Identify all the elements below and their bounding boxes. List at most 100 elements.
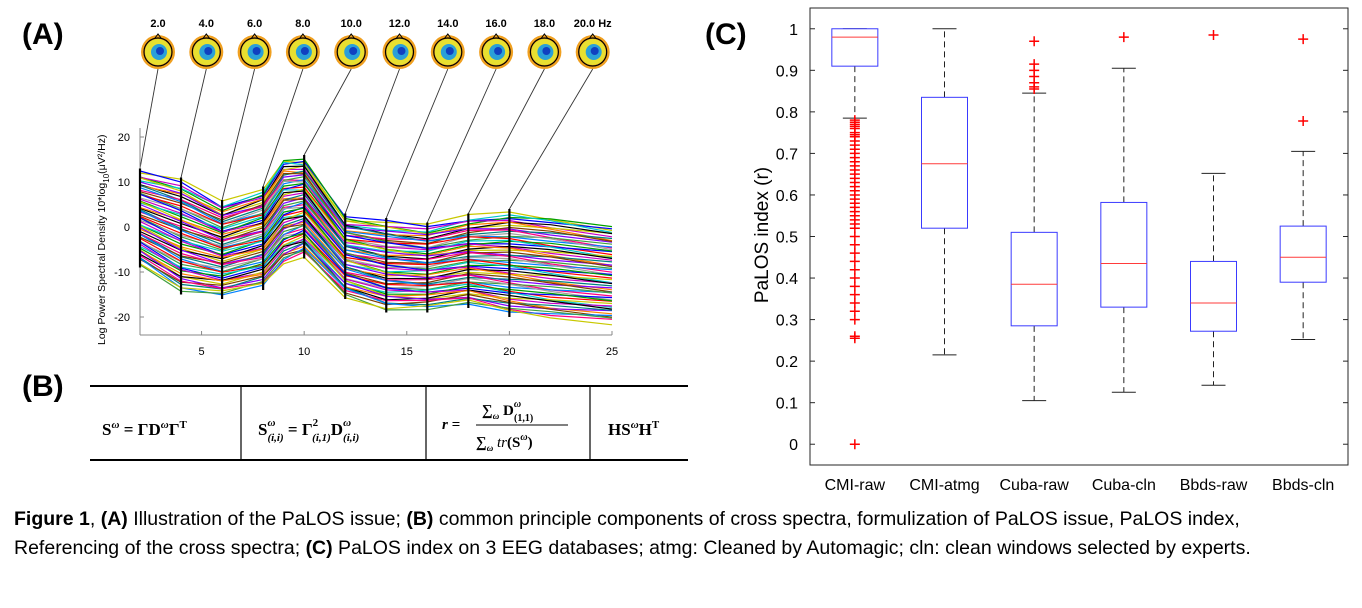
- iqr-box: [1190, 260, 1237, 332]
- head-outline: [143, 37, 173, 67]
- head-outline: [433, 37, 463, 67]
- nose-marker: [492, 33, 500, 39]
- y-axis-label: Log Power Spectral Density 10*log10(μV²/…: [96, 135, 111, 345]
- x-tick-label: 20: [503, 346, 515, 358]
- frequency-label: 10.0: [340, 18, 361, 30]
- topomap-core: [252, 47, 261, 55]
- outlier-marker: [1029, 36, 1040, 47]
- connector-line: [180, 68, 207, 178]
- x-tick-label: 10: [298, 346, 310, 358]
- category-label: Cuba-raw: [999, 477, 1069, 494]
- head-outline: [481, 37, 511, 67]
- iqr-box: [1100, 201, 1148, 308]
- caption-figure-number: Figure 1: [14, 508, 90, 530]
- topomap-core: [494, 47, 503, 55]
- equation-referencing: HSωHT: [608, 419, 660, 439]
- y-tick-label: 0.1: [776, 396, 798, 413]
- head-outline: [578, 37, 608, 67]
- head-outline: [288, 37, 318, 67]
- y-tick-label: -20: [114, 312, 130, 324]
- box-Cuba-cln: [1100, 32, 1148, 393]
- caption-a-label: (A): [100, 508, 128, 530]
- frequency-label: 18.0: [534, 18, 555, 30]
- panel-c-label: (C): [705, 18, 747, 51]
- head-outline: [191, 37, 221, 67]
- caption-a-text: Illustration of the PaLOS issue;: [127, 508, 407, 530]
- caption-b-label: (B): [406, 508, 434, 530]
- category-label: Bbds-cln: [1272, 477, 1334, 494]
- nose-marker: [299, 33, 307, 39]
- frequency-label: 16.0: [485, 18, 506, 30]
- box-Bbds-raw: [1190, 30, 1237, 386]
- y-tick-label: 0.8: [776, 105, 798, 122]
- topomap-8: 16.0: [479, 18, 514, 69]
- topomap-7: 14.0: [430, 18, 465, 69]
- y-tick-label: 10: [118, 177, 130, 189]
- connector-line: [385, 68, 449, 219]
- x-tick-label: 25: [606, 346, 618, 358]
- box-Cuba-raw: [1010, 36, 1058, 402]
- svg-text:Sω = ΓDωΓT: Sω = ΓDωΓT: [102, 419, 188, 439]
- equation-cross-spectra: Sω = ΓDωΓT: [102, 419, 188, 439]
- topomap-core: [590, 47, 599, 55]
- frequency-label: 2.0: [150, 18, 165, 30]
- iqr-box: [1279, 225, 1327, 283]
- panel-c-boxplot: 0 0.1 0.2 0.3 0.4 0.5 0.6 0.7 0.8 0.9 1 CMI-raw CMI-…: [752, 7, 1349, 494]
- equation-palos-index: r = ∑ω Dω (1,1) ∑ω tr(Sω): [442, 399, 568, 453]
- x-tick-label: 5: [199, 346, 205, 358]
- category-label: CMI-atmg: [909, 477, 979, 494]
- panel-a-label: (A): [22, 18, 64, 51]
- frequency-label: 20.0 Hz: [574, 18, 612, 30]
- svg-text:HSωHT: HSωHT: [608, 419, 660, 439]
- topomap-core: [204, 47, 213, 55]
- topomap-9: 18.0: [527, 18, 562, 69]
- caption-b-text: common principle components of cross spe…: [14, 508, 1240, 559]
- topomap-1: 2.0: [141, 18, 175, 69]
- nose-marker: [589, 33, 597, 39]
- y-tick-label: 0.5: [776, 230, 798, 247]
- topomap-3: 6.0: [237, 18, 272, 69]
- topomap-10: 20.0 Hz: [574, 18, 612, 69]
- outlier-marker: [1298, 116, 1309, 127]
- frequency-label: 14.0: [437, 18, 458, 30]
- nose-marker: [347, 33, 355, 39]
- outlier-marker: [849, 439, 860, 450]
- figure-caption: Figure 1, (A) Illustration of the PaLOS …: [14, 508, 1251, 559]
- iqr-box: [831, 28, 879, 67]
- panel-b-label: (B): [22, 370, 64, 403]
- category-label: CMI-raw: [825, 477, 886, 494]
- topomap-core: [156, 47, 164, 55]
- outlier-marker: [849, 333, 860, 344]
- y-tick-label: 0: [789, 437, 798, 454]
- y-tick-label: 0.4: [776, 271, 798, 288]
- topomap-core: [349, 47, 358, 55]
- svg-text:r =: r =: [442, 417, 460, 433]
- connector-line: [303, 68, 352, 156]
- outlier-marker: [849, 314, 860, 325]
- connector-line: [221, 68, 256, 201]
- frequency-label: 4.0: [199, 18, 214, 30]
- equation-diagonal: Sω (i,i) = Γ2 (i,1)Dω (i,i): [258, 417, 359, 444]
- outlier-marker: [1298, 34, 1309, 45]
- svg-text:Sω(i,i) = Γ2(i,1)Dω(i,i): Sω (i,i) = Γ2 (i,1)Dω (i,i): [258, 417, 359, 444]
- outlier-marker: [1029, 84, 1040, 95]
- y-tick-label: 0.3: [776, 313, 798, 330]
- frequency-label: 8.0: [295, 18, 310, 30]
- scalp-topomaps: 2.0 4.0 6.0 8.0 10.0 12.0 14.0 16.0 18.0 20.0 Hz: [141, 18, 612, 69]
- connector-line: [344, 68, 400, 214]
- topomap-core: [300, 47, 309, 55]
- head-outline: [529, 37, 560, 67]
- topomap-5: 10.0: [334, 18, 369, 69]
- box-CMI-raw: [831, 28, 879, 450]
- iqr-box: [921, 96, 968, 229]
- y-tick-label: 0.6: [776, 188, 798, 205]
- y-axis-label: PaLOS index (r): [752, 167, 773, 303]
- y-tick-label: 0.2: [776, 354, 798, 371]
- nose-marker: [396, 33, 403, 39]
- head-outline: [240, 37, 270, 67]
- category-label: Bbds-raw: [1180, 477, 1248, 494]
- frequency-label: 12.0: [389, 18, 410, 30]
- topomap-core: [397, 47, 406, 55]
- category-label: Cuba-cln: [1092, 477, 1156, 494]
- y-tick-label: -10: [114, 267, 130, 279]
